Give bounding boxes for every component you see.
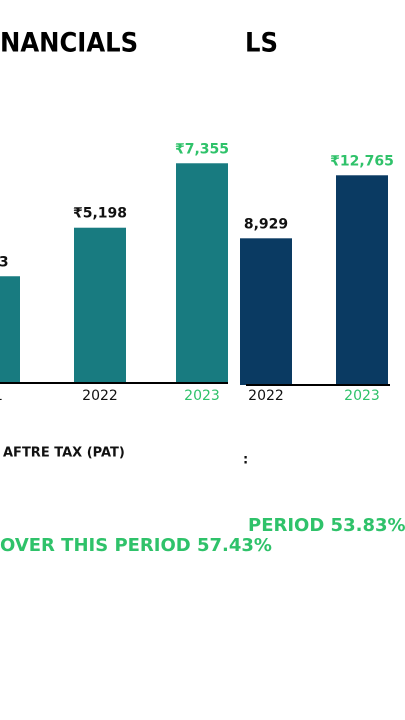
value-label: ₹5,198 [73, 206, 127, 222]
value-label: ₹7,355 [175, 141, 229, 157]
value-label: ₹12,765 [330, 153, 394, 169]
chart-title: NANCIALS [0, 28, 138, 59]
bar [74, 227, 126, 383]
x-tick-label: 21 [0, 388, 3, 404]
annotation: OVER THIS PERIOD 57.43% [0, 535, 272, 556]
annotation: PERIOD 53.83% [248, 515, 405, 536]
x-tick-label: 2022 [248, 388, 284, 404]
x-tick-label: 2023 [184, 388, 220, 404]
bar [336, 175, 388, 385]
chart-title: LS [245, 28, 278, 59]
subtitle: AFTRE TAX (PAT) [3, 446, 125, 461]
bar [176, 163, 228, 383]
subtitle: : [243, 453, 248, 468]
x-tick-label: 2023 [344, 388, 380, 404]
bar [0, 276, 20, 383]
value-label: 573 [0, 254, 9, 270]
bar [240, 238, 292, 385]
value-label: 8,929 [244, 216, 288, 232]
x-tick-label: 2022 [82, 388, 118, 404]
